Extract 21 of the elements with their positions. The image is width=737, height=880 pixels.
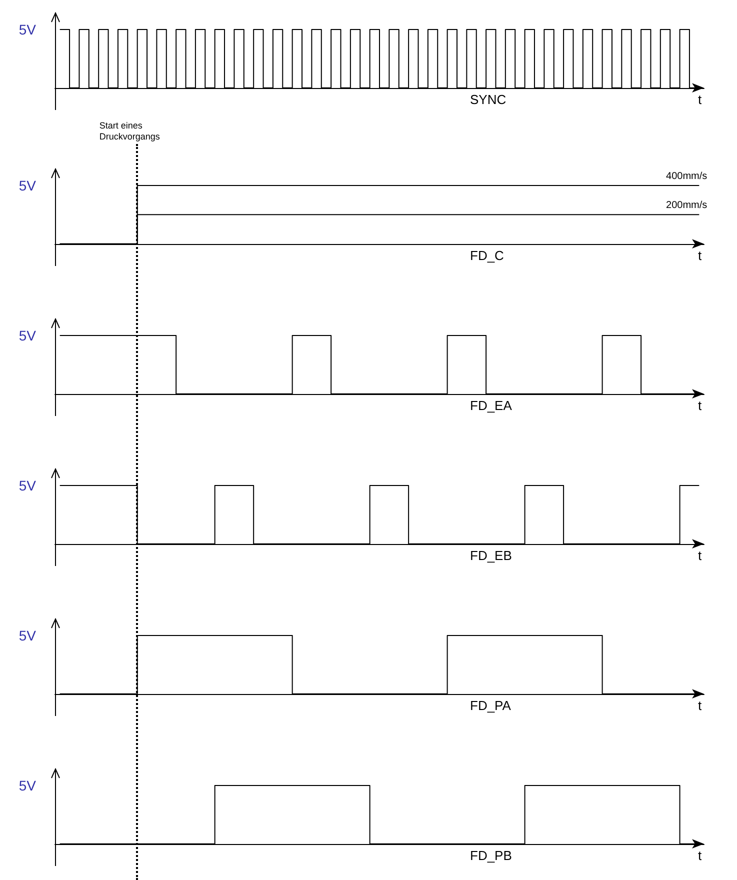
text: 5V <box>18 328 37 344</box>
text: FD_PA <box>470 698 512 713</box>
x-axis-title: t <box>698 698 702 713</box>
text: 5V <box>18 778 37 794</box>
text: SYNC <box>470 92 506 107</box>
series-label: 200mm/s <box>666 200 708 212</box>
text: 5V <box>18 22 37 38</box>
x-axis-title: t <box>698 92 702 107</box>
text: FD_EB <box>470 548 512 563</box>
x-axis-title: t <box>698 848 702 863</box>
series-label: 400mm/s <box>666 171 708 182</box>
text: FD_EA <box>470 398 512 413</box>
text: FD_C <box>470 248 504 263</box>
x-axis-title: t <box>698 398 702 413</box>
text: 5V <box>18 628 37 644</box>
text: 5V <box>18 178 37 194</box>
text: 5V <box>18 478 37 494</box>
text: Start eines Druckvorgangs <box>99 120 160 142</box>
x-axis-title: t <box>698 248 702 263</box>
text: FD_PB <box>470 848 512 863</box>
x-axis-title: t <box>698 548 702 563</box>
